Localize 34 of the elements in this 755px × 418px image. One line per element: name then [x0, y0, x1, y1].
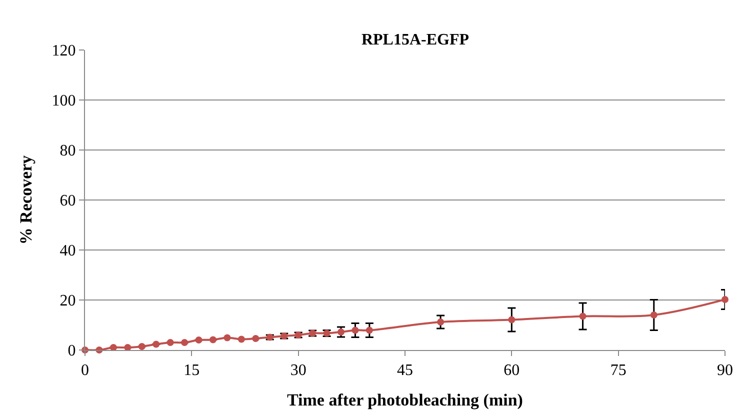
y-tick-label: 0	[68, 342, 76, 360]
x-tick-label: 45	[397, 362, 413, 380]
y-tick-label: 100	[52, 92, 76, 110]
point	[195, 336, 202, 344]
x-tick-label: 75	[610, 362, 626, 380]
point	[138, 343, 146, 350]
chart-title: RPL15A-EGFP	[361, 32, 470, 49]
point	[210, 336, 216, 344]
point	[166, 339, 174, 346]
x-tick-label: 15	[184, 362, 200, 380]
point	[352, 326, 359, 334]
point	[224, 334, 231, 342]
point	[722, 296, 728, 303]
point	[238, 336, 245, 343]
point	[252, 335, 260, 342]
point	[110, 344, 117, 351]
point	[181, 339, 188, 346]
x-tick-label: 0	[81, 362, 89, 380]
y-tick-label: 80	[60, 142, 76, 160]
y-tick-label: 120	[52, 42, 76, 60]
x-tick-label: 30	[290, 362, 306, 380]
point	[152, 340, 160, 348]
point	[579, 312, 586, 320]
point	[508, 316, 516, 324]
x-tick-label: 60	[504, 362, 520, 380]
y-tick-label: 20	[60, 292, 76, 310]
y-axis-title: % Recovery	[16, 154, 36, 245]
point	[650, 312, 658, 318]
y-tick-label: 60	[60, 192, 76, 210]
y-tick-label: 40	[60, 242, 76, 260]
point	[124, 344, 132, 351]
point	[366, 326, 373, 334]
x-axis-title: Time after photobleaching (min)	[287, 390, 523, 410]
x-tick-label: 90	[717, 362, 733, 380]
